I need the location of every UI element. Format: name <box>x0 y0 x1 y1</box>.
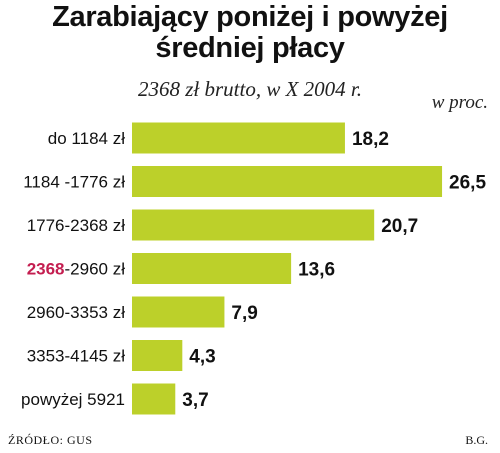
bar <box>132 122 345 154</box>
bar <box>132 253 292 284</box>
unit-label: w proc. <box>431 92 488 113</box>
title-line-2: średniej płacy <box>155 32 345 64</box>
category-label: 1776-2368 zł <box>27 216 126 235</box>
source-note: ŹRÓDŁO: GUS <box>8 433 93 447</box>
value-label: 18,2 <box>352 129 389 150</box>
chart-title: Zarabiający poniżej i powyżej średniej p… <box>0 2 500 64</box>
category-label: 1184 -1776 zł <box>23 173 125 192</box>
category-label: do 1184 zł <box>48 129 125 148</box>
category-label: 3353-4145 zł <box>27 347 126 366</box>
category-label: 2368-2960 zł <box>27 260 126 279</box>
category-label: powyżej 5921 <box>21 390 125 409</box>
value-label: 20,7 <box>381 216 418 237</box>
bar <box>132 383 176 415</box>
category-label: 2960-3353 zł <box>27 303 126 322</box>
value-label: 4,3 <box>189 347 215 368</box>
value-label: 3,7 <box>182 390 208 411</box>
chart-subtitle: 2368 zł brutto, w X 2004 r. <box>137 77 363 101</box>
author-initials: B.G. <box>465 433 488 447</box>
value-label: 13,6 <box>298 260 335 281</box>
bar <box>132 166 443 197</box>
bar <box>132 209 375 241</box>
bar <box>132 296 225 328</box>
value-label: 7,9 <box>231 303 257 324</box>
bar <box>132 340 183 371</box>
title-line-1: Zarabiający poniżej i powyżej <box>52 1 448 33</box>
value-label: 26,5 <box>449 173 486 194</box>
